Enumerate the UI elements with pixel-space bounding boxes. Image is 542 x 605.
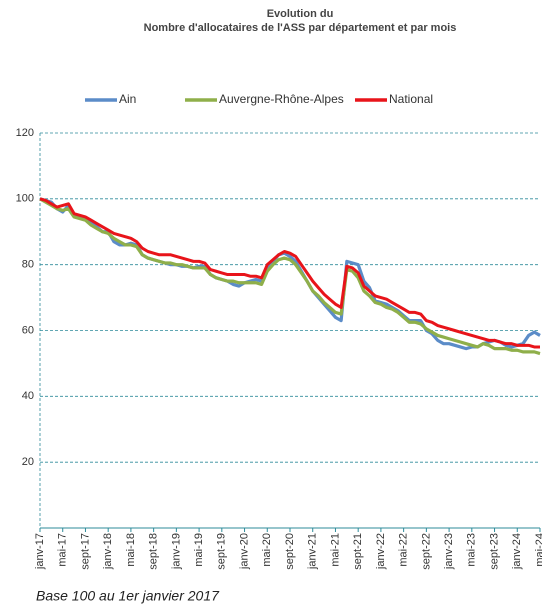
x-tick-label: sept-19 bbox=[216, 533, 228, 570]
x-tick-label: mai-21 bbox=[329, 533, 341, 567]
x-tick-label: sept-18 bbox=[148, 533, 160, 570]
x-tick-label: janv-21 bbox=[307, 533, 319, 570]
y-tick-label: 100 bbox=[16, 193, 34, 205]
x-tick-label: mai-24 bbox=[534, 533, 542, 567]
y-tick-label: 120 bbox=[16, 127, 34, 139]
line bbox=[39, 197, 540, 349]
x-tick-label: mai-22 bbox=[398, 533, 410, 567]
x-tick-label: mai-19 bbox=[193, 533, 205, 567]
chart-title: Evolution du bbox=[267, 8, 334, 20]
y-tick-label: 60 bbox=[22, 324, 34, 336]
x-tick-label: sept-22 bbox=[420, 533, 432, 570]
x-tick-label: janv-19 bbox=[170, 533, 182, 570]
x-tick-label: janv-18 bbox=[102, 533, 114, 570]
x-tick-label: janv-17 bbox=[34, 533, 46, 570]
x-tick-label: sept-17 bbox=[79, 533, 91, 570]
x-tick-label: sept-23 bbox=[488, 533, 500, 570]
x-tick-label: janv-24 bbox=[511, 533, 523, 570]
x-tick-label: mai-18 bbox=[125, 533, 137, 567]
line bbox=[39, 197, 541, 351]
x-tick-label: mai-17 bbox=[57, 533, 69, 567]
y-tick-label: 20 bbox=[22, 456, 34, 468]
x-tick-label: janv-22 bbox=[375, 533, 387, 570]
legend-label: Auvergne-Rhône-Alpes bbox=[219, 92, 344, 106]
line bbox=[39, 197, 541, 356]
legend-label: Ain bbox=[119, 92, 136, 106]
y-tick-label: 80 bbox=[22, 259, 34, 271]
legend-label: National bbox=[389, 92, 433, 106]
x-tick-label: mai-23 bbox=[466, 533, 478, 567]
x-tick-label: janv-23 bbox=[443, 533, 455, 570]
x-tick-label: janv-20 bbox=[238, 533, 250, 570]
footnote: Base 100 au 1er janvier 2017 bbox=[36, 588, 220, 604]
x-tick-label: mai-20 bbox=[261, 533, 273, 567]
x-tick-label: sept-21 bbox=[352, 533, 364, 570]
chart-subtitle: Nombre d'allocataires de l'ASS par dépar… bbox=[144, 22, 457, 34]
y-tick-label: 40 bbox=[22, 390, 34, 402]
x-tick-label: sept-20 bbox=[284, 533, 296, 570]
